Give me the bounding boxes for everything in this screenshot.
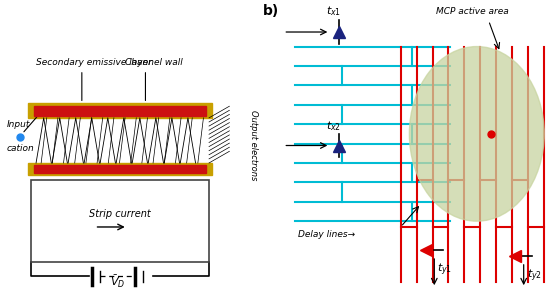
Bar xyxy=(28,163,212,175)
Ellipse shape xyxy=(409,47,544,221)
Text: Strip current: Strip current xyxy=(89,209,151,219)
Text: $\bar{V}_D$: $\bar{V}_D$ xyxy=(110,274,125,290)
Bar xyxy=(34,106,206,116)
Text: Channel wall: Channel wall xyxy=(125,58,183,67)
Text: Delay lines→: Delay lines→ xyxy=(298,230,355,239)
Text: Secondary emissive layer: Secondary emissive layer xyxy=(36,58,152,67)
Text: $t_{x2}$: $t_{x2}$ xyxy=(326,119,341,133)
Bar xyxy=(34,165,206,173)
Text: $t_{x1}$: $t_{x1}$ xyxy=(326,4,341,18)
Text: b): b) xyxy=(263,4,279,18)
Bar xyxy=(31,180,209,262)
Text: $t_{y2}$: $t_{y2}$ xyxy=(526,268,542,284)
Text: MCP active area: MCP active area xyxy=(436,7,509,16)
Text: cation: cation xyxy=(7,144,34,153)
Bar xyxy=(28,103,212,118)
Text: Output electrons: Output electrons xyxy=(249,110,258,181)
Text: Input: Input xyxy=(7,120,30,129)
Text: $t_{y1}$: $t_{y1}$ xyxy=(437,262,452,278)
